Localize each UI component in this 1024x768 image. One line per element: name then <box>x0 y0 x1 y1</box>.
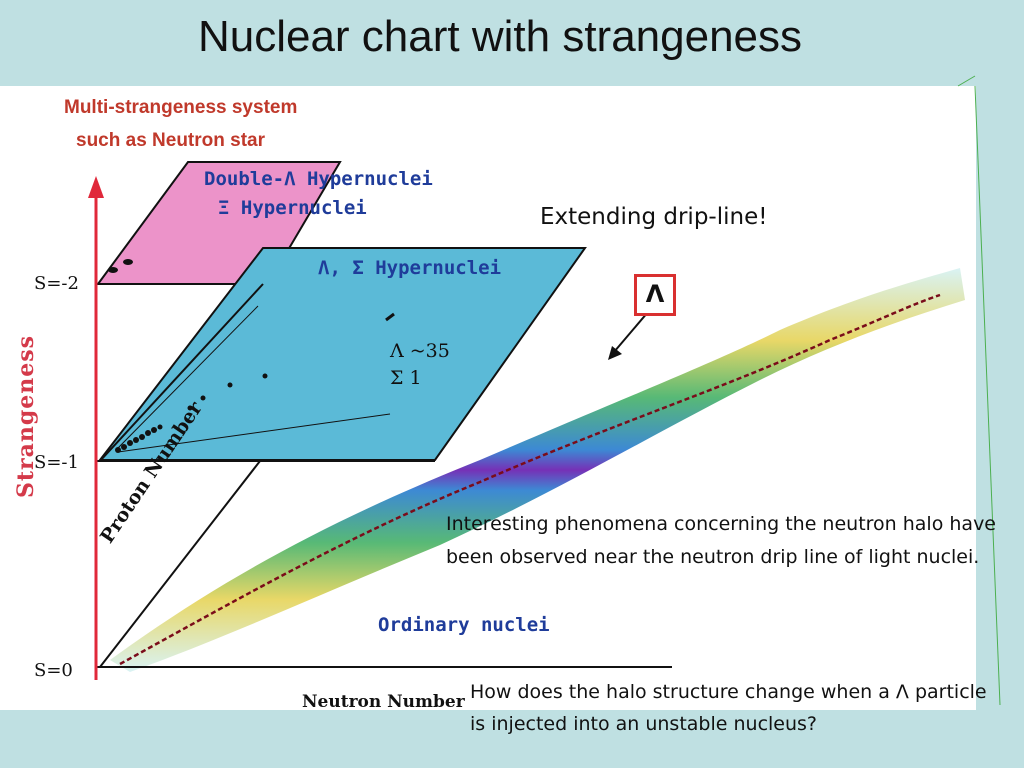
hypernuclei-dots <box>115 373 268 453</box>
neutron-number-label: Neutron Number <box>302 692 465 712</box>
strangeness-arrowhead <box>88 176 104 198</box>
ordinary-nuclei-label: Ordinary nuclei <box>378 614 550 636</box>
s2-to-s1-axis <box>99 283 264 462</box>
nuclide-band <box>110 268 965 672</box>
s-minus1-label: S=-1 <box>34 452 79 473</box>
sigma-count: Σ 1 <box>390 367 422 389</box>
plane-dot <box>123 259 133 265</box>
strangeness-axis-label: Strangeness <box>13 334 39 498</box>
proton-axis <box>99 460 261 668</box>
lambda-particle-box: Λ <box>634 274 676 316</box>
plane-dot <box>108 267 118 273</box>
stability-line <box>119 293 941 666</box>
s0-label: S=0 <box>34 660 73 681</box>
multi-strangeness-line1: Multi-strangeness system <box>64 97 298 118</box>
lambda-arrowhead <box>608 346 622 360</box>
multi-strangeness-line2: such as Neutron star <box>76 130 265 151</box>
xi-label: Ξ Hypernuclei <box>218 197 367 219</box>
decor-line <box>957 75 976 87</box>
slide-title: Nuclear chart with strangeness <box>197 12 803 61</box>
lambda-count: Λ ~35 <box>390 340 450 362</box>
s-minus2-label: S=-2 <box>34 273 79 294</box>
plane-guide-line <box>117 305 259 449</box>
lambda-sigma-label: Λ, Σ Hypernuclei <box>318 257 502 279</box>
halo-question-text: How does the halo structure change when … <box>470 681 987 735</box>
halo-phenomena-text: Interesting phenomena concerning the neu… <box>446 513 996 568</box>
plane-mark <box>385 312 395 322</box>
plane-guide-line <box>117 413 391 453</box>
double-lambda-label: Double-Λ Hypernuclei <box>204 168 433 190</box>
drip-line-label: Extending drip-line! <box>540 204 768 230</box>
lambda-arrow <box>613 311 649 353</box>
decor-line <box>974 85 1001 706</box>
